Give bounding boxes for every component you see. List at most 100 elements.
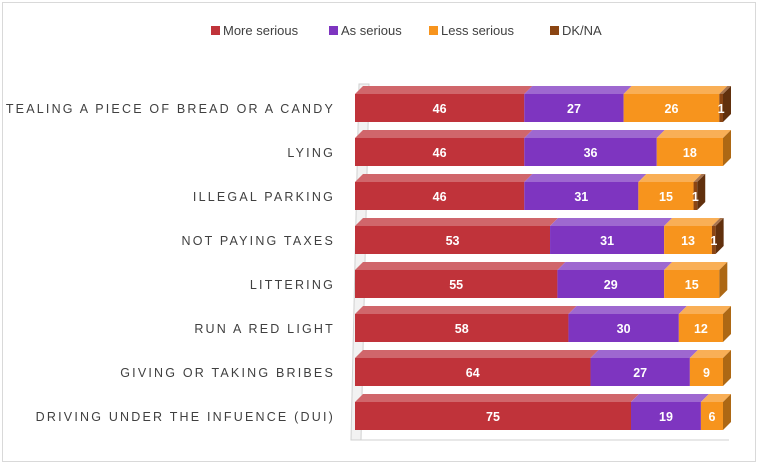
bar-segment-as-serious: 19	[631, 394, 709, 430]
stacked-bar-chart: More serious As serious Less serious DK/NA …	[3, 23, 731, 441]
data-label: 6	[708, 410, 715, 424]
bar-segment-dk-na: 1	[718, 86, 731, 122]
bar-top-face	[355, 130, 533, 138]
bar-segment-as-serious: 29	[557, 262, 673, 298]
bar-top-face	[355, 394, 639, 402]
legend-label: Less serious	[441, 23, 514, 38]
bar-top-face	[355, 262, 566, 270]
bar-row: 53 31 13 1	[355, 218, 724, 254]
bar-front-face	[631, 402, 701, 430]
bar-top-face	[664, 218, 720, 226]
bar-front-face	[711, 226, 716, 254]
data-label: 13	[681, 234, 695, 248]
bar-front-face	[524, 182, 639, 210]
bar-front-face	[557, 270, 665, 298]
legend-label: More serious	[223, 23, 299, 38]
bar-top-face	[550, 218, 673, 226]
data-label: 27	[633, 366, 647, 380]
bar-front-face	[678, 314, 723, 342]
category-label: LITTERING	[250, 278, 335, 292]
bar-top-face	[568, 306, 687, 314]
legend-item-less-serious: Less serious	[429, 23, 514, 38]
bar-side-face	[723, 394, 731, 430]
bar-front-face	[355, 270, 558, 298]
bar-front-face	[700, 402, 723, 430]
bar-segment-more-serious: 53	[355, 218, 559, 254]
data-label: 27	[567, 102, 581, 116]
bar-top-face	[656, 130, 731, 138]
data-label: 64	[466, 366, 480, 380]
bar-side-face	[723, 86, 731, 122]
bar-segment-as-serious: 27	[524, 86, 632, 122]
data-label: 46	[433, 146, 447, 160]
bar-front-face	[355, 226, 551, 254]
bar-front-face	[590, 358, 690, 386]
bar-top-face	[689, 350, 731, 358]
bar-top-face	[590, 350, 698, 358]
bar-segment-dk-na: 1	[710, 218, 724, 254]
bar-front-face	[623, 94, 720, 122]
bar-top-face	[623, 86, 728, 94]
bar-front-face	[355, 358, 591, 386]
bar-row: 58 30 12	[355, 306, 731, 342]
bar-segment-less-serious: 6	[700, 394, 731, 430]
legend-swatch	[211, 26, 220, 35]
legend-item-dk-na: DK/NA	[550, 23, 602, 38]
bar-front-face	[524, 94, 624, 122]
legend-item-more-serious: More serious	[211, 23, 299, 38]
data-label: 29	[604, 278, 618, 292]
bar-row: 55 29 15	[355, 262, 728, 298]
category-axis: STEALING A PIECE OF BREAD OR A CANDY LYIN…	[3, 102, 335, 424]
bar-top-face	[355, 306, 577, 314]
bar-top-face	[524, 86, 632, 94]
data-label: 15	[659, 190, 673, 204]
bar-front-face	[355, 314, 569, 342]
bar-front-face	[693, 182, 698, 210]
bar-top-face	[693, 174, 706, 182]
data-label: 12	[694, 322, 708, 336]
legend-swatch	[550, 26, 559, 35]
data-label: 18	[683, 146, 697, 160]
bar-top-face	[355, 86, 533, 94]
data-label: 1	[710, 234, 717, 248]
bar-top-face	[355, 350, 599, 358]
bar-segment-less-serious: 13	[664, 218, 720, 254]
bar-front-face	[664, 270, 720, 298]
bar-segment-less-serious: 18	[656, 130, 731, 166]
data-label: 15	[685, 278, 699, 292]
bar-segment-as-serious: 30	[568, 306, 687, 342]
legend-label: DK/NA	[562, 23, 602, 38]
bar-segment-less-serious: 26	[623, 86, 728, 122]
category-label: STEALING A PIECE OF BREAD OR A CANDY	[3, 102, 335, 116]
data-label: 55	[449, 278, 463, 292]
bar-side-face	[719, 262, 728, 298]
legend-swatch	[429, 26, 438, 35]
legend-swatch	[329, 26, 338, 35]
data-label: 31	[574, 190, 588, 204]
bar-segment-as-serious: 36	[524, 130, 665, 166]
bar-segment-more-serious: 75	[355, 394, 639, 430]
data-label: 36	[584, 146, 598, 160]
bar-front-face	[568, 314, 679, 342]
bar-front-face	[664, 226, 712, 254]
bar-top-face	[678, 306, 731, 314]
bar-segment-less-serious: 9	[689, 350, 731, 386]
data-label: 19	[659, 410, 673, 424]
data-label: 1	[692, 190, 699, 204]
legend-label: As serious	[341, 23, 402, 38]
bar-top-face	[524, 174, 647, 182]
bar-front-face	[719, 94, 723, 122]
bar-side-face	[723, 130, 731, 166]
bar-front-face	[355, 94, 525, 122]
bar-top-face	[638, 174, 702, 182]
bar-front-face	[524, 138, 657, 166]
bar-top-face	[631, 394, 709, 402]
bar-segment-more-serious: 55	[355, 262, 566, 298]
data-label: 1	[718, 102, 725, 116]
bar-top-face	[719, 86, 731, 94]
bar-segment-more-serious: 46	[355, 174, 533, 210]
bar-segment-as-serious: 31	[524, 174, 647, 210]
bar-top-face	[355, 174, 533, 182]
chart-frame: More serious As serious Less serious DK/NA …	[2, 2, 756, 462]
bar-segment-as-serious: 31	[550, 218, 673, 254]
